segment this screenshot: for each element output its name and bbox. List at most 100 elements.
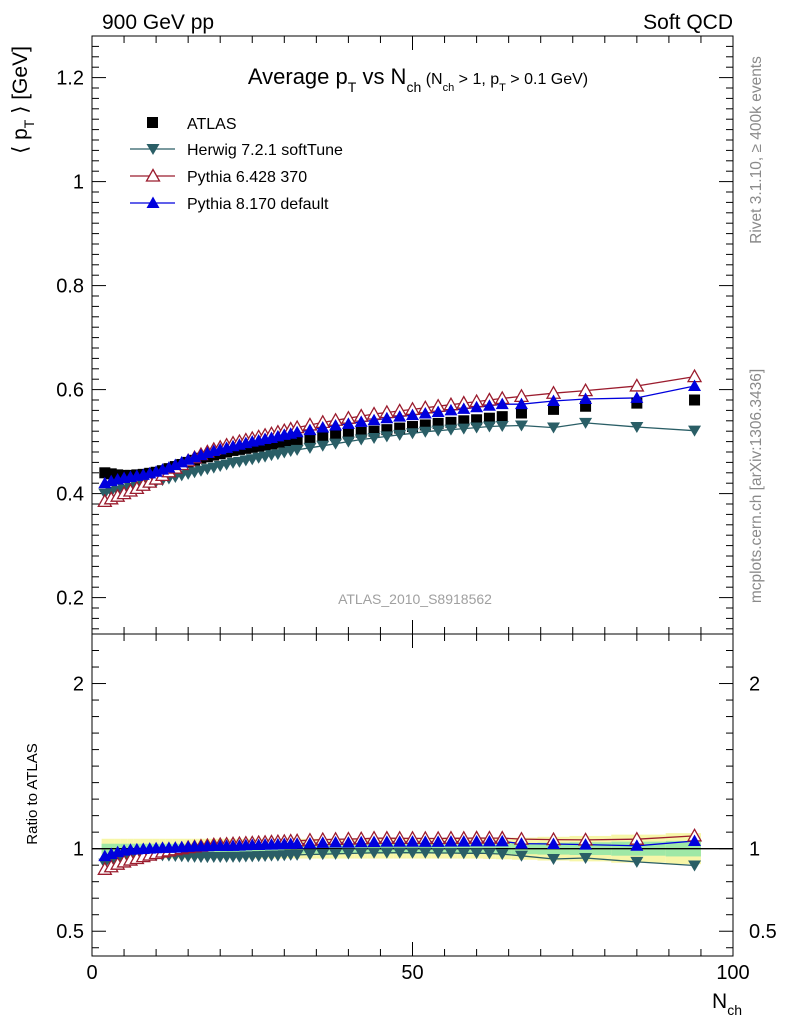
ratio-point-series-3: [547, 837, 561, 849]
data-point-series-0: [246, 441, 258, 453]
data-point-series-1: [316, 440, 330, 452]
ratio-point-series-3: [316, 836, 330, 848]
data-point-series-1: [329, 438, 343, 450]
ratio-point-series-1: [290, 849, 304, 861]
data-point-series-0: [105, 468, 117, 480]
data-point-series-3: [579, 392, 593, 404]
title-tail: > 0.1 GeV): [506, 71, 588, 88]
data-point-series-0: [342, 428, 354, 440]
ratio-ytick-label: 0.5: [56, 921, 84, 943]
legend: ATLAS Herwig 7.2.1 softTune Pythia 6.428…: [130, 116, 343, 213]
ratio-frame: [91, 633, 734, 957]
xlabel-main: N: [712, 990, 727, 1013]
data-point-series-1: [380, 431, 394, 443]
ratio-xtick-label: 50: [401, 962, 423, 984]
ratio-point-series-3: [470, 834, 484, 847]
data-point-series-0: [419, 419, 431, 431]
data-point-series-0: [368, 425, 380, 437]
legend-entry-pythia8: Pythia 8.170 default: [130, 196, 329, 213]
ratio-point-series-1: [354, 848, 368, 860]
data-point-series-0: [580, 400, 592, 412]
main-ytick-label: 0.8: [56, 276, 84, 298]
ratio-point-series-1: [380, 847, 394, 859]
ratio-point-series-3: [393, 835, 407, 847]
ratio-point-series-1: [495, 849, 509, 861]
ratio-point-series-3: [688, 834, 702, 846]
data-point-series-0: [317, 431, 329, 443]
data-point-series-1: [418, 426, 432, 438]
data-point-series-0: [259, 439, 271, 451]
legend-marker-pythia8: [146, 196, 160, 208]
data-point-series-0: [272, 437, 284, 449]
ratio-point-series-1: [514, 850, 528, 862]
header-left: 900 GeV pp: [102, 11, 214, 34]
data-point-series-1: [457, 423, 471, 435]
data-point-series-1: [579, 417, 593, 429]
data-point-series-1: [367, 432, 381, 444]
header-right: Soft QCD: [643, 11, 733, 34]
data-point-series-0: [278, 436, 290, 448]
ratio-point-series-1: [341, 848, 355, 860]
ratio-ytick-label-right: 0.5: [749, 921, 777, 943]
legend-marker-atlas: [147, 117, 158, 128]
title-sub-ch: ch: [406, 79, 421, 95]
ratio-point-series-3: [514, 837, 528, 849]
data-point-series-2: [629, 378, 645, 392]
ratio-point-series-3: [290, 837, 304, 849]
data-point-series-0: [304, 432, 316, 444]
main-ytick-label: 1: [73, 172, 84, 194]
main-panel: 0.2 0.4 0.6 0.8 1 1.2 Average pT vs Nch (Nch …: [9, 35, 734, 635]
ratio-point-series-3: [354, 835, 368, 848]
data-point-series-3: [444, 403, 458, 416]
data-point-series-1: [444, 424, 458, 436]
ratio-point-series-1: [406, 847, 419, 859]
ratio-point-series-1: [316, 849, 330, 861]
ratio-point-series-3: [380, 835, 394, 847]
data-point-series-0: [394, 422, 406, 434]
ratio-point-series-1: [431, 847, 445, 859]
data-point-series-3: [495, 397, 509, 410]
ratio-point-series-3: [431, 835, 445, 847]
data-point-series-1: [341, 436, 355, 448]
data-point-series-3: [547, 394, 561, 407]
ratio-point-series-3: [630, 839, 644, 851]
data-point-series-3: [354, 415, 368, 427]
data-point-series-0: [253, 440, 265, 452]
data-point-series-3: [418, 407, 432, 419]
main-ytick-label: 0.6: [56, 380, 84, 402]
data-point-series-1: [547, 422, 561, 434]
legend-entry-atlas: ATLAS: [147, 116, 237, 133]
ratio-point-series-3: [367, 835, 381, 847]
ratio-point-series-1: [630, 856, 644, 868]
main-ticks: 0.2 0.4 0.6 0.8 1 1.2: [56, 36, 734, 634]
ratio-xtick-label: 100: [716, 962, 749, 984]
data-point-series-0: [458, 415, 470, 427]
data-point-series-0: [471, 414, 483, 426]
title-gt1: > 1, p: [454, 71, 499, 88]
ratio-point-series-1: [418, 847, 432, 859]
main-ylabel: ⟨ pT ⟩ [GeV]: [9, 46, 37, 154]
analysis-watermark: ATLAS_2010_S8918562: [338, 591, 492, 607]
ratio-point-series-1: [457, 848, 471, 860]
data-point-series-3: [341, 417, 355, 429]
main-series: [97, 368, 703, 508]
data-point-series-0: [240, 442, 252, 454]
legend-label-herwig: Herwig 7.2.1 softTune: [187, 142, 343, 159]
data-point-series-1: [290, 444, 304, 456]
title-sub-t: T: [348, 79, 357, 95]
x-axis-label: Nch: [712, 990, 742, 1018]
data-point-series-3: [316, 421, 330, 433]
data-point-series-3: [630, 391, 644, 403]
legend-entry-herwig: Herwig 7.2.1 softTune: [130, 142, 343, 159]
legend-marker-herwig: [146, 144, 160, 155]
data-point-series-0: [496, 411, 508, 423]
ratio-ytick-label-right: 1: [749, 839, 760, 861]
data-point-series-1: [406, 428, 419, 440]
data-point-series-3: [367, 413, 381, 426]
data-point-series-0: [381, 424, 393, 436]
data-point-series-0: [330, 429, 342, 441]
data-point-series-3: [290, 425, 304, 438]
data-point-series-3: [303, 423, 317, 436]
data-point-series-1: [431, 425, 445, 437]
